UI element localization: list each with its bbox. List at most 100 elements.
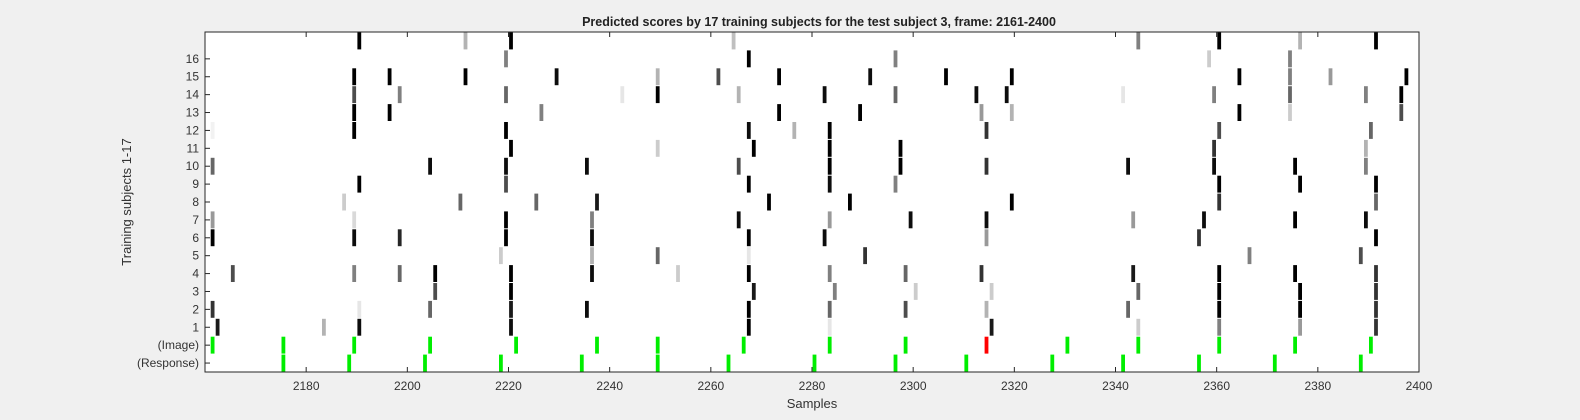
chart-title: Predicted scores by 17 training subjects… bbox=[582, 15, 1056, 29]
score-cell bbox=[979, 265, 984, 282]
score-cell bbox=[731, 32, 736, 50]
y-tick-label: 9 bbox=[192, 177, 199, 191]
response-marker bbox=[964, 354, 969, 372]
score-cell bbox=[863, 247, 867, 265]
score-cell bbox=[1298, 283, 1302, 300]
y-tick-label: 4 bbox=[192, 267, 199, 281]
score-cell bbox=[984, 300, 989, 318]
score-cell bbox=[504, 175, 508, 193]
score-cell bbox=[746, 247, 751, 265]
score-cell bbox=[868, 68, 873, 86]
score-cell bbox=[1009, 193, 1014, 211]
x-tick-label: 2380 bbox=[1304, 379, 1331, 393]
score-cell bbox=[716, 68, 721, 86]
score-cell bbox=[1358, 247, 1363, 265]
x-tick-label: 2280 bbox=[799, 379, 826, 393]
score-cell bbox=[1207, 50, 1211, 68]
score-cell bbox=[751, 139, 756, 157]
score-cell bbox=[509, 32, 513, 50]
score-cell bbox=[352, 86, 357, 104]
score-cell bbox=[827, 175, 832, 193]
score-cell bbox=[504, 157, 508, 175]
score-cell bbox=[1298, 32, 1302, 50]
score-cell bbox=[322, 318, 326, 336]
image-marker bbox=[741, 336, 746, 354]
score-cell bbox=[893, 175, 898, 193]
score-cell bbox=[746, 265, 751, 282]
score-cell bbox=[1369, 122, 1373, 139]
score-cell bbox=[387, 104, 392, 121]
score-cell bbox=[1364, 86, 1368, 104]
score-cell bbox=[1126, 157, 1130, 175]
response-marker bbox=[281, 354, 286, 372]
score-cell bbox=[1298, 300, 1302, 318]
score-cell bbox=[655, 68, 660, 86]
score-cell bbox=[1131, 211, 1136, 229]
score-cell bbox=[903, 265, 908, 282]
y-tick-label: 8 bbox=[192, 195, 199, 209]
axes-background bbox=[205, 32, 1419, 372]
score-cell bbox=[898, 157, 903, 175]
score-cell bbox=[822, 229, 827, 247]
y-tick-label: 11 bbox=[187, 141, 200, 155]
score-cell bbox=[751, 283, 756, 300]
score-cell bbox=[1288, 50, 1292, 68]
y-tick-label: 13 bbox=[186, 106, 200, 120]
score-cell bbox=[433, 283, 438, 300]
score-cell bbox=[1364, 211, 1368, 229]
image-marker bbox=[1293, 336, 1297, 354]
score-cell bbox=[433, 265, 438, 282]
image-marker bbox=[1136, 336, 1141, 354]
score-cell bbox=[1009, 104, 1014, 121]
score-cell bbox=[989, 318, 994, 336]
score-cell bbox=[352, 211, 357, 229]
score-cell bbox=[1136, 318, 1141, 336]
score-cell bbox=[1126, 300, 1130, 318]
score-cell bbox=[1293, 211, 1297, 229]
score-cell bbox=[655, 86, 660, 104]
y-tick-label: 7 bbox=[192, 213, 199, 227]
score-cell bbox=[1212, 139, 1216, 157]
response-marker bbox=[726, 354, 731, 372]
score-cell bbox=[1217, 32, 1222, 50]
score-cell bbox=[1237, 68, 1242, 86]
score-cell bbox=[848, 193, 852, 211]
score-cell bbox=[590, 211, 594, 229]
score-cell bbox=[590, 265, 594, 282]
response-marker bbox=[1121, 354, 1125, 372]
y-tick-label: 10 bbox=[186, 159, 200, 173]
score-cell bbox=[984, 211, 989, 229]
image-marker bbox=[281, 336, 286, 354]
score-cell bbox=[428, 300, 432, 318]
score-cell bbox=[1288, 68, 1292, 86]
score-cell bbox=[1131, 265, 1136, 282]
image-marker bbox=[428, 336, 432, 354]
score-cell bbox=[585, 300, 589, 318]
y-tick-label: 15 bbox=[186, 70, 200, 84]
y-tick-label: (Response) bbox=[137, 356, 199, 370]
score-cell bbox=[1217, 318, 1222, 336]
score-cell bbox=[352, 229, 357, 247]
score-cell bbox=[903, 300, 908, 318]
response-marker bbox=[893, 354, 898, 372]
x-axis-ticks: 2180 2200 2220 2240 2260 2280 2300 2320 2340 2360… bbox=[293, 32, 1433, 393]
score-cell bbox=[230, 265, 235, 282]
score-cell bbox=[352, 68, 357, 86]
score-cell bbox=[1237, 104, 1242, 121]
x-tick-label: 2360 bbox=[1203, 379, 1230, 393]
response-marker bbox=[423, 354, 427, 372]
score-cell bbox=[655, 247, 660, 265]
score-cell bbox=[1217, 265, 1222, 282]
score-cell bbox=[1328, 68, 1333, 86]
score-cell bbox=[210, 157, 215, 175]
image-marker bbox=[1217, 336, 1222, 354]
score-cell bbox=[736, 86, 741, 104]
score-cell bbox=[898, 139, 903, 157]
score-cell bbox=[1399, 104, 1404, 121]
x-axis-label: Samples bbox=[787, 396, 838, 411]
score-cell bbox=[984, 157, 989, 175]
x-tick-label: 2400 bbox=[1406, 379, 1433, 393]
